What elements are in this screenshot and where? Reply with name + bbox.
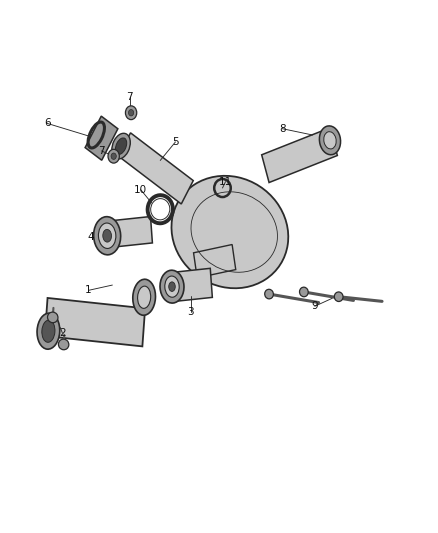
Circle shape: [111, 153, 116, 159]
Text: 8: 8: [279, 124, 286, 134]
Circle shape: [108, 149, 119, 163]
Ellipse shape: [116, 138, 127, 155]
Polygon shape: [169, 268, 212, 302]
Text: 1: 1: [85, 285, 92, 295]
Text: 4: 4: [87, 232, 94, 243]
Ellipse shape: [58, 339, 69, 350]
Ellipse shape: [160, 270, 184, 303]
Text: 3: 3: [187, 306, 194, 317]
Ellipse shape: [138, 286, 151, 309]
Text: 6: 6: [44, 118, 50, 128]
Polygon shape: [261, 128, 337, 182]
Circle shape: [128, 110, 134, 116]
Ellipse shape: [42, 320, 55, 342]
Ellipse shape: [48, 312, 58, 322]
Ellipse shape: [37, 313, 60, 349]
Ellipse shape: [265, 289, 273, 299]
Polygon shape: [107, 216, 152, 247]
Text: 9: 9: [311, 301, 318, 311]
Ellipse shape: [94, 217, 120, 255]
Polygon shape: [45, 298, 145, 346]
Text: 5: 5: [172, 137, 179, 147]
Circle shape: [125, 106, 137, 119]
Ellipse shape: [169, 282, 175, 292]
Ellipse shape: [133, 279, 155, 315]
Text: 11: 11: [219, 176, 232, 187]
Ellipse shape: [171, 176, 288, 288]
Ellipse shape: [99, 223, 116, 248]
Ellipse shape: [319, 126, 341, 155]
Polygon shape: [194, 245, 236, 278]
Text: 7: 7: [127, 92, 133, 102]
Text: 10: 10: [134, 184, 147, 195]
Ellipse shape: [300, 287, 308, 297]
Ellipse shape: [103, 229, 112, 242]
Text: 7: 7: [98, 146, 105, 156]
Polygon shape: [85, 116, 118, 160]
Ellipse shape: [165, 276, 179, 297]
Polygon shape: [119, 133, 193, 204]
Ellipse shape: [334, 292, 343, 302]
Text: 2: 2: [59, 328, 66, 338]
Ellipse shape: [112, 133, 130, 159]
Ellipse shape: [324, 132, 336, 149]
